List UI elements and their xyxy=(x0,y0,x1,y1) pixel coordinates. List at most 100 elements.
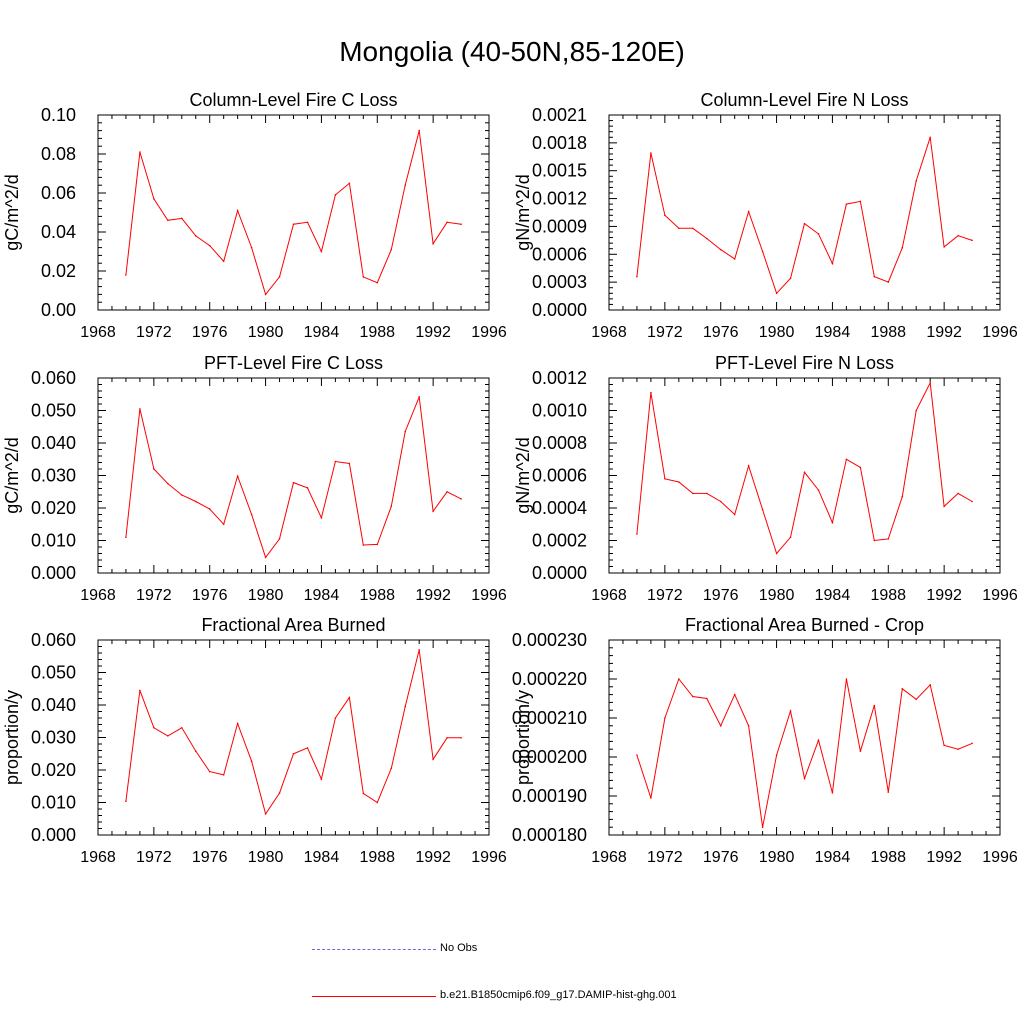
data-point xyxy=(418,129,420,132)
x-tick-label: 1996 xyxy=(471,324,507,341)
y-tick-label: 0.0006 xyxy=(532,244,587,264)
data-point xyxy=(789,536,792,539)
y-tick-label: 0.00 xyxy=(41,300,76,320)
plot-frame xyxy=(608,114,1001,311)
y-tick-label: 0.0012 xyxy=(532,368,587,388)
y-axis-label: gN/m^2/d xyxy=(513,174,533,250)
data-point xyxy=(803,222,806,225)
x-tick-label: 1984 xyxy=(815,849,851,866)
data-point xyxy=(901,495,904,498)
data-point xyxy=(817,739,820,742)
x-tick-label: 1980 xyxy=(248,324,284,341)
data-point xyxy=(222,260,225,263)
x-tick-label: 1984 xyxy=(815,587,851,604)
data-point xyxy=(376,543,379,546)
y-tick-label: 0.0009 xyxy=(532,216,587,236)
data-point xyxy=(306,221,309,224)
data-point xyxy=(460,498,462,500)
y-tick-label: 0.0004 xyxy=(532,498,587,518)
data-point xyxy=(334,194,337,196)
x-tick-label: 1980 xyxy=(759,587,795,604)
data-point xyxy=(153,726,155,729)
y-axis-label: proportion/y xyxy=(2,690,22,785)
data-point xyxy=(390,505,393,508)
data-point xyxy=(929,684,931,686)
y-tick-label: 0.0010 xyxy=(532,401,587,421)
data-point xyxy=(306,747,309,749)
data-point xyxy=(404,184,407,186)
plot-frame xyxy=(608,377,1001,574)
x-tick-label: 1984 xyxy=(304,849,340,866)
data-point xyxy=(236,475,239,477)
data-point xyxy=(278,276,281,278)
y-tick-label: 0.030 xyxy=(31,466,76,486)
data-point xyxy=(418,396,420,398)
data-point xyxy=(236,209,239,212)
data-point xyxy=(761,508,764,511)
data-point xyxy=(348,182,351,185)
data-point xyxy=(376,281,379,284)
data-point xyxy=(817,233,820,235)
x-tick-label: 1996 xyxy=(982,587,1018,604)
data-point xyxy=(194,235,197,237)
data-point xyxy=(971,239,973,242)
data-point xyxy=(733,693,736,696)
x-tick-label: 1968 xyxy=(591,849,627,866)
y-tick-label: 0.040 xyxy=(31,433,76,453)
data-point xyxy=(208,244,211,247)
data-point xyxy=(390,248,393,251)
x-tick-label: 1988 xyxy=(359,849,395,866)
data-point xyxy=(432,510,434,513)
data-point xyxy=(971,500,973,503)
y-tick-label: 0.050 xyxy=(31,663,76,683)
data-point xyxy=(167,219,169,222)
data-point xyxy=(292,752,295,755)
y-tick-label: 0.06 xyxy=(41,183,76,203)
y-tick-label: 0.0008 xyxy=(532,433,587,453)
x-tick-label: 1988 xyxy=(359,587,395,604)
x-tick-label: 1988 xyxy=(870,587,906,604)
panel-title: Column-Level Fire N Loss xyxy=(700,90,908,110)
main-title: Mongolia (40-50N,85-120E) xyxy=(339,36,685,67)
y-tick-label: 0.000180 xyxy=(512,825,587,845)
data-point xyxy=(761,826,764,828)
panel-title: Fractional Area Burned xyxy=(201,615,385,635)
y-tick-label: 0.000 xyxy=(31,563,76,583)
data-point xyxy=(915,698,918,701)
data-point xyxy=(901,687,904,690)
data-point xyxy=(334,717,337,719)
data-point xyxy=(678,678,680,680)
y-tick-label: 0.0000 xyxy=(532,300,587,320)
data-point xyxy=(236,722,239,725)
data-point xyxy=(167,482,169,485)
data-point xyxy=(278,538,281,540)
data-point xyxy=(180,726,183,729)
panel-title: Fractional Area Burned - Crop xyxy=(685,615,924,635)
y-tick-label: 0.04 xyxy=(41,222,76,242)
x-tick-label: 1996 xyxy=(471,587,507,604)
legend-label: b.e21.B1850cmip6.f09_g17.DAMIP-hist-ghg.… xyxy=(440,989,677,1001)
data-point xyxy=(845,203,848,205)
data-point xyxy=(650,797,652,799)
legend-label: No Obs xyxy=(440,942,478,954)
x-tick-label: 1968 xyxy=(591,324,627,341)
y-tick-label: 0.030 xyxy=(31,728,76,748)
y-tick-label: 0.000 xyxy=(31,825,76,845)
y-tick-label: 0.000190 xyxy=(512,786,587,806)
data-point xyxy=(348,696,351,699)
x-tick-label: 1992 xyxy=(926,324,962,341)
data-point xyxy=(719,248,722,251)
data-point xyxy=(446,221,448,224)
data-point xyxy=(719,725,722,727)
x-tick-label: 1988 xyxy=(870,849,906,866)
data-point xyxy=(957,492,959,495)
x-tick-label: 1972 xyxy=(136,849,172,866)
data-point xyxy=(705,237,708,240)
data-point xyxy=(404,705,407,708)
data-point xyxy=(194,500,197,503)
y-tick-label: 0.020 xyxy=(31,498,76,518)
data-point xyxy=(292,223,295,225)
data-point xyxy=(845,678,848,680)
plot-frame xyxy=(608,639,1001,836)
